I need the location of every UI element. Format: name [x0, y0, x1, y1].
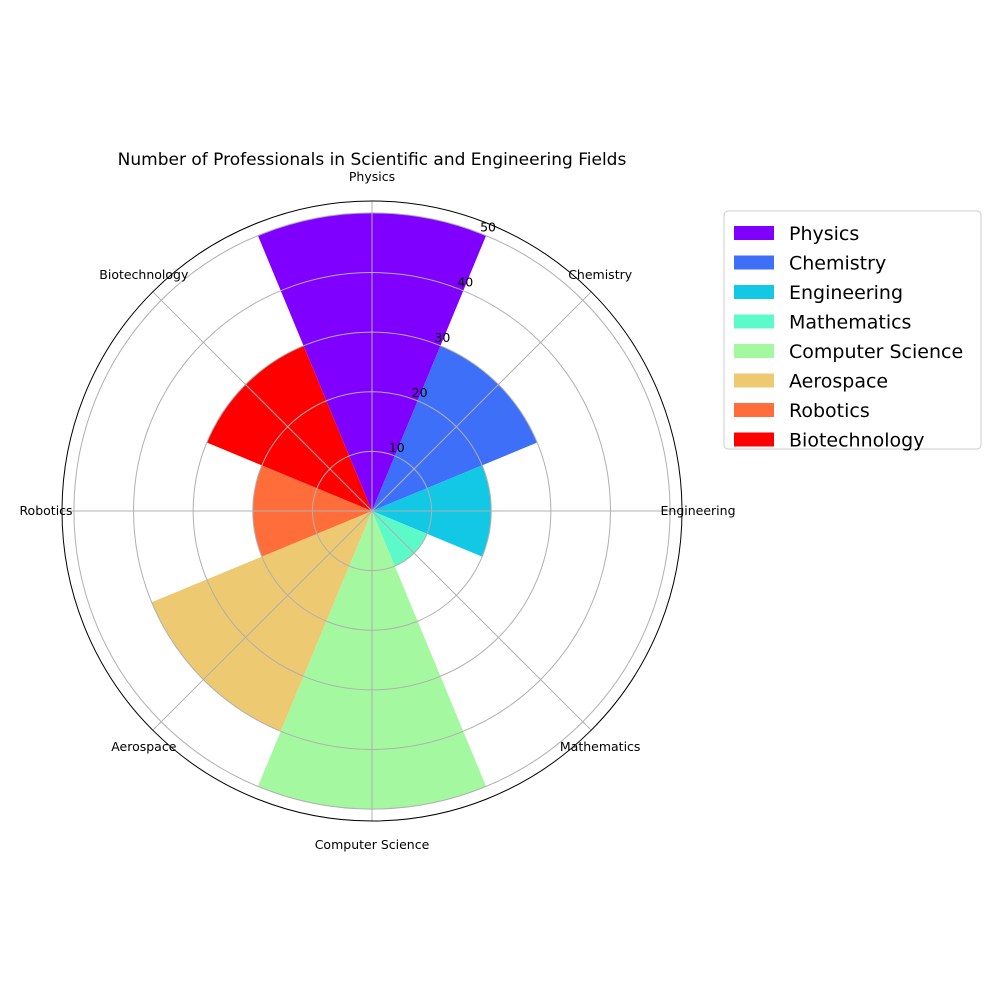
radial-tick-40: 40 — [457, 275, 473, 290]
category-label-mathematics: Mathematics — [560, 739, 641, 754]
legend-swatch-chemistry — [734, 255, 774, 270]
chart-title: Number of Professionals in Scientific an… — [118, 150, 627, 170]
spoke-biotechnology — [152, 291, 373, 512]
category-label-robotics: Robotics — [19, 503, 72, 518]
category-label-computer-science: Computer Science — [315, 837, 430, 852]
legend-swatch-biotechnology — [734, 432, 774, 447]
legend-label-aerospace: Aerospace — [789, 371, 888, 393]
radial-tick-50: 50 — [480, 220, 496, 235]
legend-frame — [723, 210, 982, 450]
legend-swatch-physics — [734, 226, 774, 240]
legend-label-engineering: Engineering — [789, 282, 903, 304]
spoke-chemistry — [371, 291, 592, 512]
radial-tick-10: 10 — [389, 440, 405, 455]
legend-swatch-robotics — [734, 403, 774, 417]
legend-label-computer-science: Computer Science — [789, 341, 963, 363]
legend-label-biotechnology: Biotechnology — [789, 430, 924, 452]
polar-frame — [61, 200, 683, 822]
spoke-aerospace — [152, 510, 373, 731]
legend-label-robotics: Robotics — [789, 400, 870, 422]
category-label-biotechnology: Biotechnology — [99, 267, 189, 282]
legend-swatch-engineering — [734, 285, 774, 299]
legend-label-physics: Physics — [789, 223, 859, 245]
labels-layer: Physics Chemistry Engineering Mathematics Co… — [19, 169, 735, 852]
category-label-engineering: Engineering — [661, 503, 736, 518]
grid-layer — [61, 200, 683, 822]
category-label-physics: Physics — [349, 169, 395, 184]
legend-swatch-aerospace — [734, 373, 774, 388]
radial-tick-30: 30 — [434, 330, 450, 345]
radial-tick-20: 20 — [412, 385, 428, 400]
spoke-mathematics — [371, 510, 592, 731]
category-label-aerospace: Aerospace — [111, 739, 177, 754]
legend-swatch-computer-science — [734, 344, 774, 358]
legend-swatch-mathematics — [734, 314, 774, 329]
legend-label-chemistry: Chemistry — [789, 253, 886, 275]
legend-label-mathematics: Mathematics — [789, 312, 911, 334]
legend: Physics Chemistry Engineering Mathematics Co… — [723, 210, 982, 452]
category-label-chemistry: Chemistry — [568, 267, 633, 282]
